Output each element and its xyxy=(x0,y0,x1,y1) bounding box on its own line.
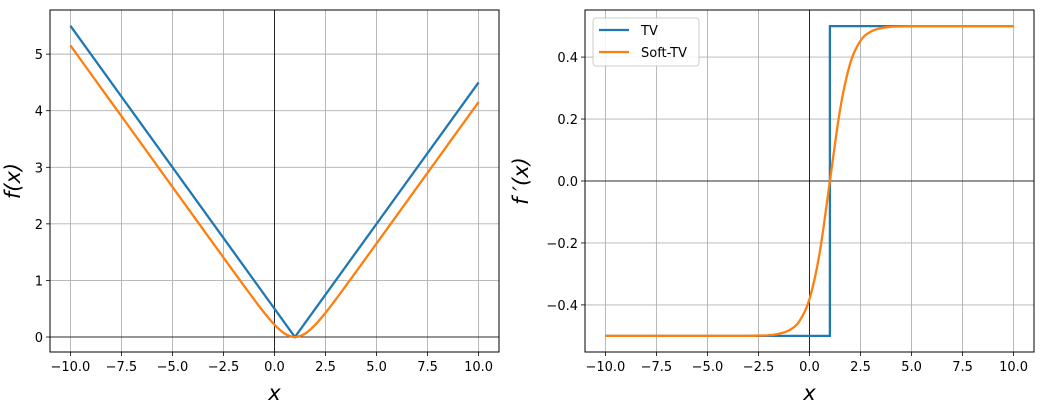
y-tick-label: 4 xyxy=(35,105,43,120)
x-tick-label: 0.0 xyxy=(799,360,820,375)
series-line-series-2 xyxy=(69,44,480,339)
legend: TV Soft-TV xyxy=(592,17,700,67)
x-tick-label: 5.0 xyxy=(366,360,387,375)
y-tick-label: −0.4 xyxy=(546,299,578,314)
x-tick-label: 7.5 xyxy=(417,360,438,375)
legend-label-tv: TV xyxy=(640,24,658,39)
x-tick-label: 10.0 xyxy=(464,360,493,375)
x-tick-label: −5.0 xyxy=(157,360,189,375)
y-tick-label: 0 xyxy=(35,331,43,346)
y-tick-label: 1 xyxy=(35,274,43,289)
y-tick-label: 5 xyxy=(35,48,43,63)
x-tick-label: −2.5 xyxy=(208,360,240,375)
x-tick-label: −7.5 xyxy=(106,360,138,375)
y-axis-label: f ′(x) xyxy=(509,157,533,205)
y-tick-label: 2 xyxy=(35,218,43,233)
series-line-soft-tv xyxy=(605,24,1014,338)
x-axis-label: x xyxy=(267,381,281,405)
x-tick-label: 5.0 xyxy=(901,360,922,375)
x-tick-label: 10.0 xyxy=(999,360,1028,375)
x-tick-label: −10.0 xyxy=(50,360,90,375)
chart-1: −10.0 −7.5 −5.0 −2.5 0.0 2.5 5.0 7.5 10.0 0 1 2 3 4 5 x… xyxy=(1,9,500,405)
x-tick-label: −7.5 xyxy=(641,360,673,375)
y-tick-label: 0.0 xyxy=(557,175,578,190)
x-tick-label: −10.0 xyxy=(585,360,625,375)
x-tick-label: 2.5 xyxy=(850,360,871,375)
x-tick-label: 2.5 xyxy=(315,360,336,375)
y-tick-label: 3 xyxy=(35,161,43,176)
legend-label-soft-tv: Soft-TV xyxy=(641,46,687,61)
y-axis-label: f(x) xyxy=(1,163,25,199)
y-tick-label: −0.2 xyxy=(546,237,578,252)
x-axis-label: x xyxy=(802,381,816,405)
x-tick-label: −5.0 xyxy=(692,360,724,375)
x-tick-label: −2.5 xyxy=(743,360,775,375)
y-tick-label: 0.4 xyxy=(557,51,578,66)
x-tick-label: 7.5 xyxy=(952,360,973,375)
x-tick-label: 0.0 xyxy=(264,360,285,375)
y-tick-label: 0.2 xyxy=(557,113,578,128)
chart-2: −10.0 −7.5 −5.0 −2.5 0.0 2.5 5.0 7.5 10.0 −0.4 −0.… xyxy=(509,9,1035,405)
